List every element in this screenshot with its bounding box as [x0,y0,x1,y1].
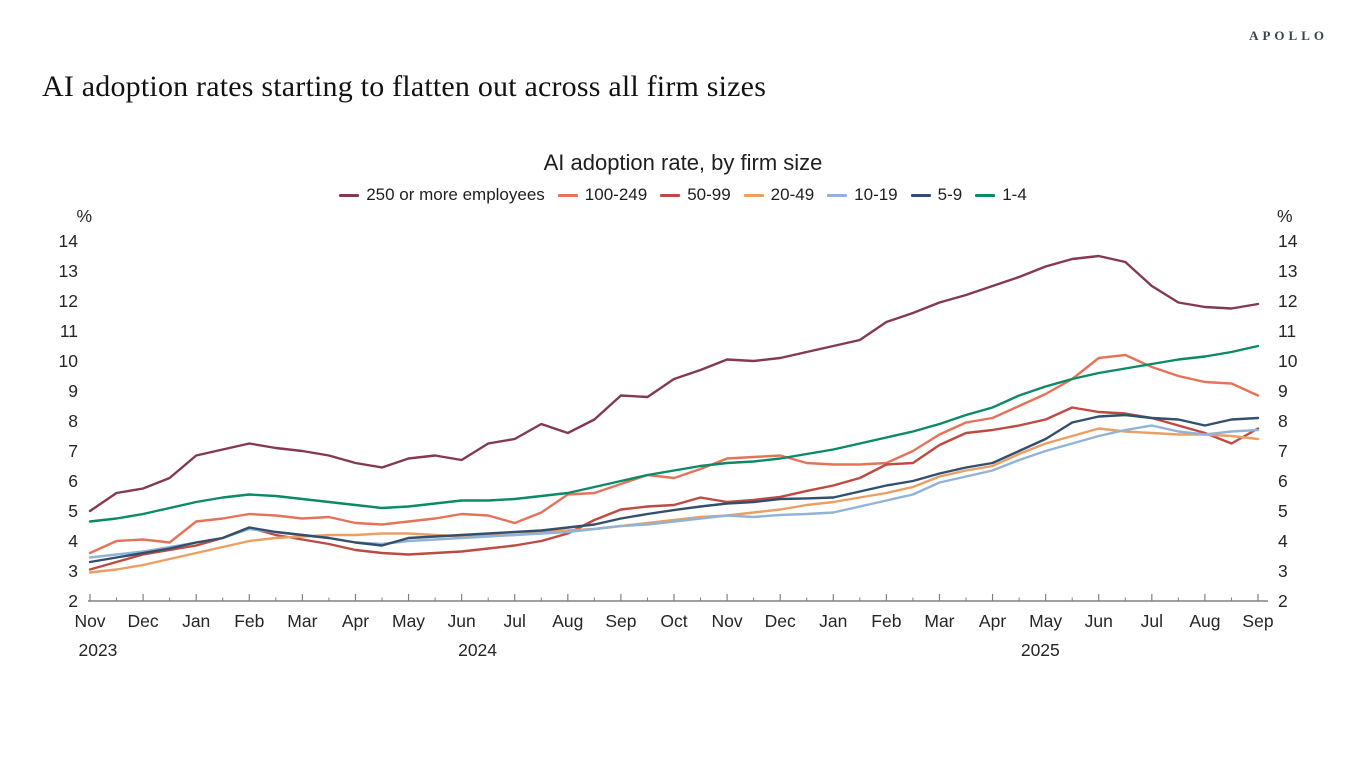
y-tick-label-right: 8 [1278,411,1288,431]
y-tick-label-right: 11 [1278,321,1296,341]
chart-title: AI adoption rate, by firm size [543,150,823,175]
legend-swatch-1-4 [975,193,996,197]
x-tick-label: Dec [765,611,796,631]
year-label: 2025 [1021,640,1060,660]
y-tick-label-right: 2 [1278,591,1288,611]
series-lines [88,254,1260,574]
y-axis-labels: 14 14 13 13 12 12 11 11 10 10 9 9 8 8 7 7 6 6 5 5 4 4 3 3 2 2%% [59,206,1298,611]
year-label: 2024 [458,640,497,660]
legend-item-100-249: 100-249 [557,185,648,205]
legend-label-5-9: 5-9 [937,185,963,204]
y-tick-label-left: 12 [59,291,78,311]
x-tick-label: Jan [182,611,210,631]
x-tick-label: Mar [287,611,317,631]
x-tick-label: Oct [660,611,687,631]
x-tick-label: May [1029,611,1062,631]
legend-label-50-99: 50-99 [687,185,731,204]
series-line-250-or-more-employees [88,254,1260,513]
unit-label-left: % [76,206,92,226]
legend-swatch-5-9 [910,193,931,197]
series-line-1-4 [88,344,1260,523]
legend-item-10-19: 10-19 [827,185,898,205]
x-tick-label: Jun [1085,611,1113,631]
y-tick-label-right: 9 [1278,381,1288,401]
x-tick-label: Jul [1141,611,1163,631]
y-tick-label-left: 10 [59,351,79,371]
legend-label-20-49: 20-49 [770,185,815,204]
y-tick-label-left: 2 [68,591,78,611]
legend-item-50-99: 50-99 [660,185,731,205]
legend-label-100-249: 100-249 [584,185,648,204]
y-tick-label-right: 10 [1278,351,1298,371]
y-tick-label-right: 6 [1278,471,1288,491]
x-axis-labels: Nov Dec Jan Feb Mar Apr May Jun Jul Aug Sep Oct Nov D… [74,611,1273,660]
y-tick-label-left: 3 [68,561,78,581]
x-tick-label: Apr [979,611,1006,631]
y-tick-label-left: 14 [59,231,79,251]
x-tick-label: Jun [448,611,476,631]
x-tick-label: Aug [1189,611,1220,631]
y-tick-label-right: 5 [1278,501,1288,521]
x-tick-label: May [392,611,425,631]
legend-label-250-or-more-employees: 250 or more employees [366,185,545,204]
unit-label-right: % [1277,206,1293,226]
x-tick-label: Jul [504,611,526,631]
y-tick-label-left: 6 [68,471,78,491]
x-tick-label: Nov [712,611,743,631]
legend-swatch-20-49 [743,193,764,197]
legend-swatch-250-or-more-employees [339,193,360,197]
legend-swatch-10-19 [827,193,848,197]
year-label: 2023 [78,640,117,660]
page-title: AI adoption rates starting to flatten ou… [42,70,767,104]
y-tick-label-right: 7 [1278,441,1288,461]
x-tick-label: Feb [871,611,901,631]
y-tick-label-right: 13 [1278,261,1297,281]
y-tick-label-left: 8 [68,411,78,431]
legend-swatch-50-99 [660,193,681,197]
legend-swatch-100-249 [557,193,578,197]
legend-item-5-9: 5-9 [910,185,963,205]
legend-item-1-4: 1-4 [975,185,1027,205]
x-tick-label: Sep [1242,611,1273,631]
x-tick-label: Aug [552,611,583,631]
y-tick-label-right: 12 [1278,291,1297,311]
legend-item-250-or-more-employees: 250 or more employees [339,185,545,205]
y-tick-label-left: 7 [68,441,78,461]
x-tick-label: Mar [924,611,954,631]
y-tick-label-left: 5 [68,501,78,521]
x-tick-label: Jan [819,611,847,631]
y-tick-label-left: 13 [59,261,78,281]
legend-label-1-4: 1-4 [1002,185,1027,204]
y-tick-label-left: 9 [68,381,78,401]
x-tick-label: Feb [234,611,264,631]
y-tick-label-right: 4 [1278,531,1288,551]
x-tick-label: Sep [605,611,636,631]
x-tick-label: Nov [74,611,105,631]
legend-label-10-19: 10-19 [854,185,898,204]
y-tick-label-right: 3 [1278,561,1288,581]
x-tick-label: Dec [128,611,159,631]
series-line-20-49 [88,427,1260,574]
series-line-100-249 [88,353,1260,555]
y-tick-label-right: 14 [1278,231,1298,251]
chart-legend: 250 or more employees 100-249 50-99 20-49 10… [0,185,1366,205]
x-tick-label: Apr [342,611,369,631]
apollo-logo: APOLLO [1249,28,1328,43]
legend-item-20-49: 20-49 [743,185,815,205]
x-axis [88,594,1268,602]
series-line-5-9 [88,413,1260,564]
y-tick-label-left: 11 [60,321,78,341]
y-tick-label-left: 4 [68,531,78,551]
